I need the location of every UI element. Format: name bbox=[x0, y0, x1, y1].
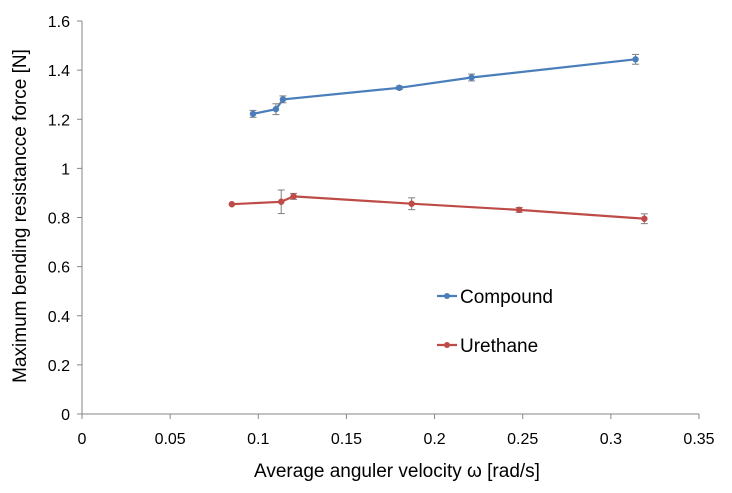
y-tick-label: 0.8 bbox=[48, 211, 70, 228]
y-tick-label: 0.6 bbox=[48, 260, 70, 277]
legend-item-urethane: Urethane bbox=[437, 336, 538, 357]
x-axis-ticks: 0 0.05 0.1 0.15 0.2 0.25 0.3 0.35 bbox=[78, 414, 715, 448]
y-tick-label: 1.2 bbox=[48, 112, 70, 129]
data-point-urethane bbox=[641, 215, 648, 222]
legend-marker-compound bbox=[444, 293, 450, 299]
y-tick-label: 0 bbox=[61, 407, 70, 424]
data-point-urethane bbox=[290, 193, 297, 200]
legend-item-compound: Compound bbox=[437, 287, 553, 308]
y-tick-label: 0.4 bbox=[48, 309, 70, 326]
data-point-compound bbox=[632, 56, 639, 63]
series-compound bbox=[249, 53, 640, 118]
x-tick-label: 0.05 bbox=[155, 431, 186, 448]
data-point-compound bbox=[272, 105, 280, 113]
data-point-urethane bbox=[228, 200, 236, 208]
x-tick-label: 0.1 bbox=[247, 431, 269, 448]
y-axis-title: Maximum bending resistancce force [N] bbox=[10, 49, 31, 383]
y-axis-ticks: 0 0.2 0.4 0.6 0.8 1 1.2 1.4 1.6 bbox=[48, 14, 82, 424]
data-point-urethane bbox=[277, 198, 285, 206]
series-line-urethane bbox=[231, 195, 645, 220]
x-tick-label: 0.15 bbox=[331, 431, 362, 448]
x-tick-label: 0.35 bbox=[683, 431, 714, 448]
data-point-compound bbox=[249, 110, 257, 118]
y-tick-label: 1.6 bbox=[48, 14, 70, 31]
x-axis-title: Average anguler velocity ω [rad/s] bbox=[254, 461, 540, 482]
x-tick-label: 0.2 bbox=[423, 431, 445, 448]
series-urethane bbox=[228, 189, 648, 225]
data-point-urethane bbox=[408, 200, 415, 207]
data-point-compound bbox=[468, 74, 475, 81]
x-tick-label: 0.3 bbox=[600, 431, 622, 448]
series-line-compound bbox=[252, 58, 636, 115]
y-tick-label: 1.4 bbox=[48, 63, 70, 80]
y-tick-label: 1 bbox=[61, 161, 70, 178]
data-point-urethane bbox=[515, 206, 523, 214]
y-tick-label: 0.2 bbox=[48, 358, 70, 375]
data-point-compound bbox=[396, 84, 403, 92]
x-tick-label: 0.25 bbox=[507, 431, 538, 448]
legend: Compound Urethane bbox=[437, 287, 553, 357]
legend-label-urethane: Urethane bbox=[460, 336, 538, 357]
data-point-compound bbox=[279, 96, 287, 103]
series-layer bbox=[228, 53, 648, 225]
x-tick-label: 0 bbox=[78, 431, 87, 448]
legend-marker-urethane bbox=[444, 342, 450, 348]
legend-label-compound: Compound bbox=[460, 287, 553, 308]
